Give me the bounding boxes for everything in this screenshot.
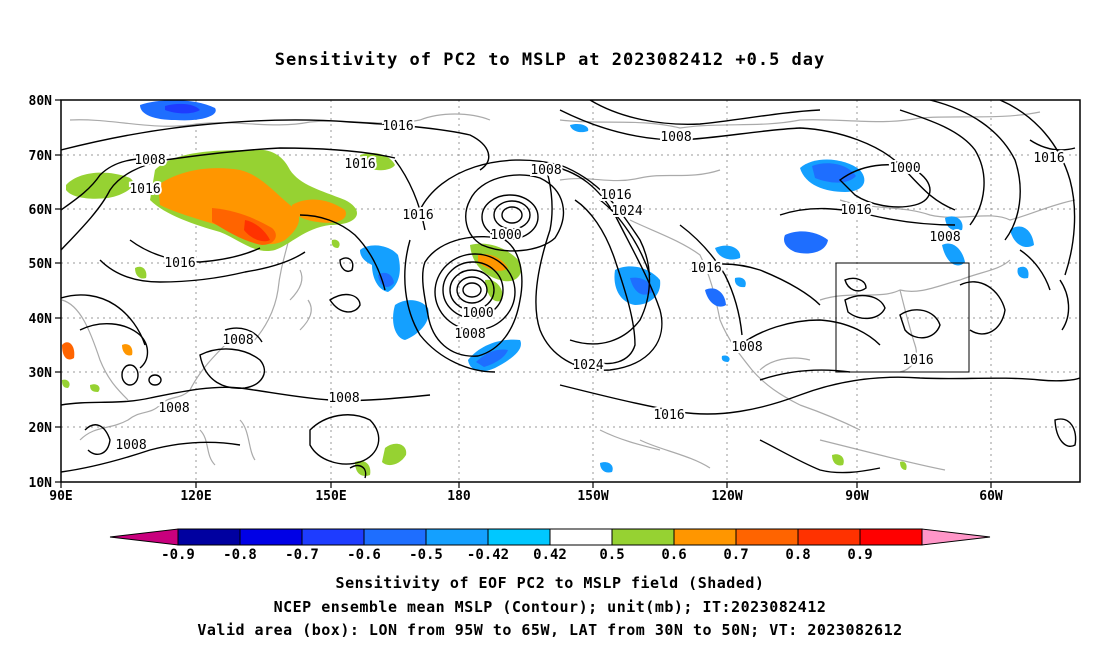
colorbar-box bbox=[549, 528, 613, 546]
colorbar-tick-label: 0.6 bbox=[661, 547, 686, 563]
map-title: Sensitivity of PC2 to MSLP at 2023082412… bbox=[274, 50, 826, 70]
lon-label: 90W bbox=[845, 489, 869, 504]
caption-valid-area: Valid area (box): LON from 95W to 65W, L… bbox=[197, 621, 903, 639]
lon-label: 90E bbox=[49, 489, 72, 504]
colorbar: -0.9 -0.8 -0.7 -0.6 -0.5 -0.42 0.42 0.5 0.6 0.7 0.… bbox=[109, 528, 991, 563]
colorbar-box bbox=[239, 528, 303, 546]
contour-label: 1016 bbox=[344, 157, 375, 172]
contour-label: 1008 bbox=[328, 391, 359, 406]
lon-label: 120E bbox=[180, 489, 211, 504]
colorbar-box bbox=[487, 528, 551, 546]
lon-label: 60W bbox=[979, 489, 1003, 504]
colorbar-tick-label: 0.42 bbox=[533, 547, 567, 563]
contour-label: 1000 bbox=[490, 228, 521, 243]
colorbar-tick-label: -0.6 bbox=[347, 547, 381, 563]
sensitivity-shading bbox=[62, 100, 1034, 476]
contour-label: 1008 bbox=[660, 130, 691, 145]
map-frame bbox=[60, 99, 1081, 483]
lat-label: 70N bbox=[29, 149, 53, 164]
contour-label: 1016 bbox=[1033, 151, 1064, 166]
colorbar-tick-label: -0.8 bbox=[223, 547, 257, 563]
colorbar-box bbox=[611, 528, 675, 546]
lat-label: 10N bbox=[29, 476, 53, 491]
contour-label: 1016 bbox=[402, 208, 433, 223]
contour-label: 1016 bbox=[840, 203, 871, 218]
contour-label: 1008 bbox=[929, 230, 960, 245]
lat-label: 50N bbox=[29, 257, 53, 272]
axis-ticks bbox=[55, 99, 992, 488]
colorbar-tick-label: -0.9 bbox=[161, 547, 195, 563]
coastlines bbox=[61, 111, 1076, 471]
lat-label: 20N bbox=[29, 421, 53, 436]
contour-label: 1008 bbox=[222, 333, 253, 348]
contour-label: 1024 bbox=[572, 358, 603, 373]
colorbar-box bbox=[425, 528, 489, 546]
contour-label: 1024 bbox=[611, 204, 642, 219]
colorbar-box bbox=[859, 528, 923, 546]
colorbar-box bbox=[673, 528, 737, 546]
colorbar-box bbox=[363, 528, 427, 546]
caption-shaded: Sensitivity of EOF PC2 to MSLP field (Sh… bbox=[335, 574, 765, 592]
contour-label: 1016 bbox=[382, 119, 413, 134]
lon-label: 120W bbox=[711, 489, 742, 504]
colorbar-tick-label: -0.7 bbox=[285, 547, 319, 563]
contour-label: 1008 bbox=[115, 438, 146, 453]
colorbar-tick-label: -0.42 bbox=[467, 547, 509, 563]
lat-label: 40N bbox=[29, 312, 53, 327]
contour-label: 1016 bbox=[902, 353, 933, 368]
contour-label: 1008 bbox=[530, 163, 561, 178]
contour-label: 1016 bbox=[129, 182, 160, 197]
colorbar-tick-label: 0.9 bbox=[847, 547, 872, 563]
contour-label: 1008 bbox=[134, 153, 165, 168]
colorbar-tick-label: 0.5 bbox=[599, 547, 624, 563]
colorbar-tick-label: -0.5 bbox=[409, 547, 443, 563]
colorbar-arrow-high bbox=[921, 528, 991, 546]
lat-label: 60N bbox=[29, 203, 53, 218]
contour-label: 1008 bbox=[158, 401, 189, 416]
caption-contour: NCEP ensemble mean MSLP (Contour); unit(… bbox=[273, 598, 827, 616]
longitude-labels: 90E 120E 150E 180 150W 120W 90W 60W bbox=[49, 489, 1003, 504]
contour-label-group: 1016 1008 1016 1016 1016 1008 1000 1016 … bbox=[113, 117, 1066, 455]
latitude-labels: 80N 70N 60N 50N 40N 30N 20N 10N bbox=[29, 94, 53, 491]
lon-label: 150E bbox=[315, 489, 346, 504]
valid-area-box bbox=[835, 262, 970, 373]
colorbar-tick-label: 0.8 bbox=[785, 547, 810, 563]
mslp-contours bbox=[61, 100, 1080, 479]
contour-label: 1008 bbox=[731, 340, 762, 355]
colorbar-box bbox=[177, 528, 241, 546]
contour-label: 1016 bbox=[653, 408, 684, 423]
lon-label: 150W bbox=[577, 489, 608, 504]
colorbar-box bbox=[735, 528, 799, 546]
colorbar-box bbox=[797, 528, 861, 546]
contour-label: 1016 bbox=[164, 256, 195, 271]
colorbar-box bbox=[301, 528, 365, 546]
lat-label: 80N bbox=[29, 94, 53, 109]
colorbar-tick-label: 0.7 bbox=[723, 547, 748, 563]
contour-label: 1000 bbox=[462, 306, 493, 321]
contour-label: 1008 bbox=[454, 327, 485, 342]
contour-label: 1016 bbox=[600, 188, 631, 203]
contour-label: 1000 bbox=[889, 161, 920, 176]
lon-label: 180 bbox=[447, 489, 471, 504]
colorbar-arrow-low bbox=[109, 528, 179, 546]
lat-label: 30N bbox=[29, 366, 53, 381]
contour-label: 1016 bbox=[690, 261, 721, 276]
